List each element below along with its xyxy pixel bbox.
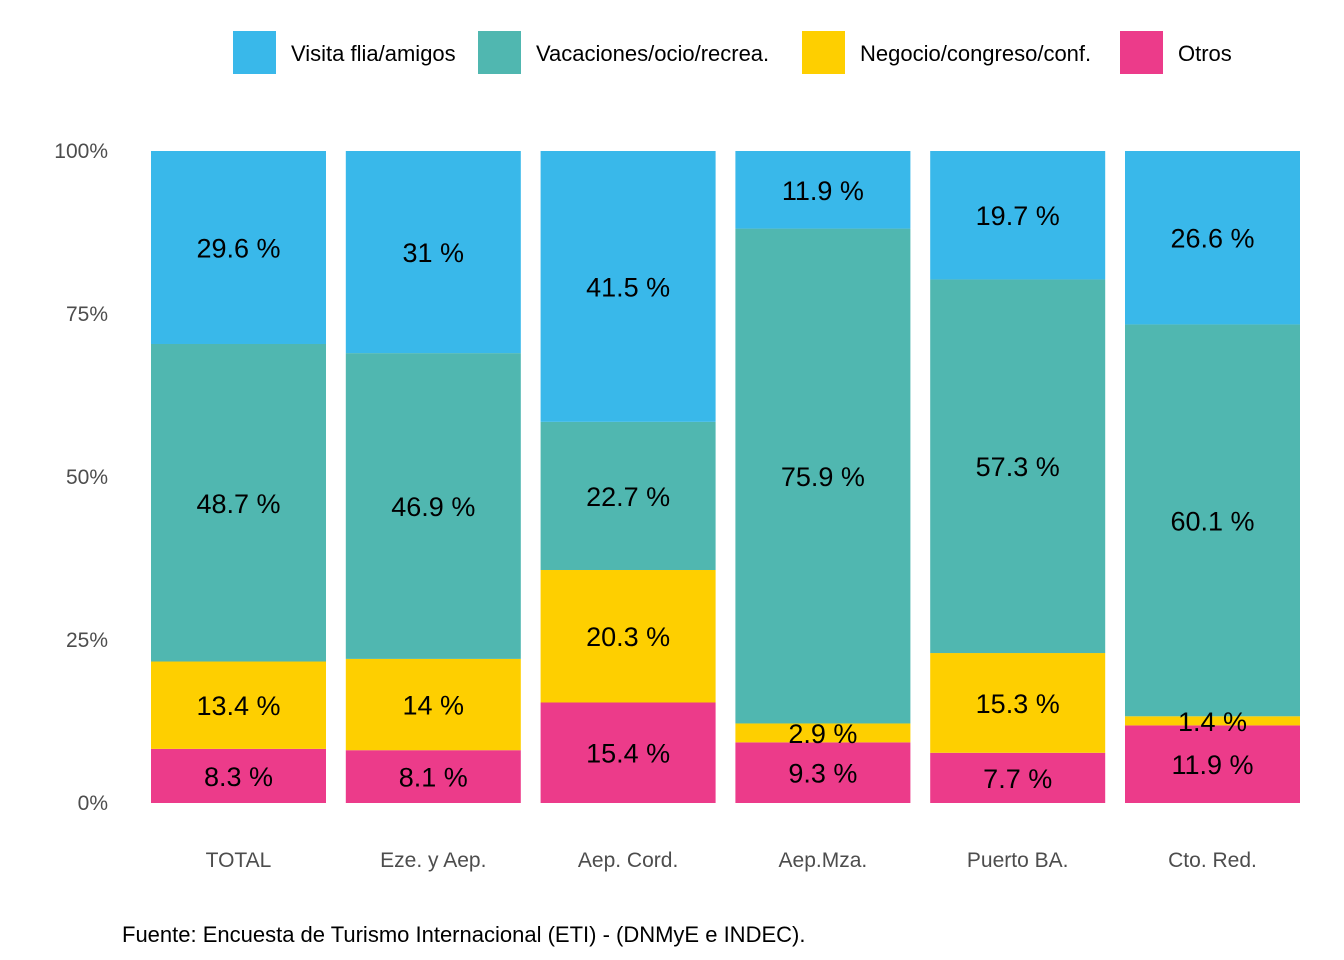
bar-segment <box>345 151 521 354</box>
data-label: 48.7 % <box>196 489 280 519</box>
bar-segment <box>151 661 326 749</box>
data-label: 22.7 % <box>586 482 670 512</box>
data-label: 57.3 % <box>976 452 1060 482</box>
legend-key-3 <box>1120 31 1163 74</box>
bar-segment <box>540 702 716 803</box>
bar-segment <box>345 353 521 659</box>
y-tick-label: 100% <box>54 140 108 163</box>
bar-segment <box>930 653 1106 753</box>
data-label: 75.9 % <box>781 462 865 492</box>
legend-key-2 <box>802 31 845 74</box>
bar-segment <box>151 151 326 344</box>
data-label: 8.1 % <box>399 763 468 793</box>
data-label: 20.3 % <box>586 622 670 652</box>
x-tick-label: Cto. Red. <box>1168 849 1257 872</box>
source-note: Fuente: Encuesta de Turismo Internaciona… <box>122 922 805 947</box>
bar-segment <box>151 748 326 803</box>
data-label: 14 % <box>403 691 465 721</box>
bar-segment <box>1125 716 1300 726</box>
x-tick-label: Eze. y Aep. <box>380 849 486 872</box>
legend: Visita flia/amigos Vacaciones/ocio/recrea… <box>233 31 1232 74</box>
data-label: 15.3 % <box>976 689 1060 719</box>
data-label: 60.1 % <box>1170 506 1254 536</box>
legend-label-3: Otros <box>1178 41 1232 66</box>
bar-segment <box>930 752 1106 803</box>
data-label: 1.4 % <box>1178 707 1247 737</box>
data-label: 11.9 % <box>1171 750 1253 780</box>
x-axis: TOTAL Eze. y Aep. Aep. Cord. Aep.Mza. Puerto… <box>206 849 1257 872</box>
x-tick-label: Puerto BA. <box>967 849 1069 872</box>
bar-segment <box>540 151 716 422</box>
data-label: 11.9 % <box>782 176 864 206</box>
data-label: 41.5 % <box>586 272 670 302</box>
data-label: 8.3 % <box>204 762 273 792</box>
bar-segment <box>1125 324 1300 717</box>
data-label: 26.6 % <box>1170 224 1254 254</box>
data-label: 7.7 % <box>983 764 1052 794</box>
data-label: 13.4 % <box>196 691 280 721</box>
legend-key-0 <box>233 31 276 74</box>
data-label: 9.3 % <box>788 759 857 789</box>
y-axis: 0% 25% 50% 75% 100% <box>54 140 108 815</box>
bar-segment <box>735 742 911 803</box>
y-tick-label: 0% <box>78 792 108 815</box>
bar-segment <box>540 570 716 703</box>
bar-segment <box>735 228 911 724</box>
bar-segment <box>540 421 716 571</box>
x-tick-label: Aep. Cord. <box>578 849 678 872</box>
legend-key-1 <box>478 31 521 74</box>
x-tick-label: TOTAL <box>206 849 272 872</box>
data-label: 19.7 % <box>976 201 1060 231</box>
legend-label-0: Visita flia/amigos <box>291 41 456 66</box>
y-tick-label: 75% <box>66 303 108 326</box>
y-tick-label: 50% <box>66 466 108 489</box>
bar-segment <box>735 723 911 743</box>
legend-label-1: Vacaciones/ocio/recrea. <box>536 41 769 66</box>
bar-segment <box>930 279 1106 654</box>
bar-segment <box>930 151 1106 280</box>
data-label: 31 % <box>403 238 465 268</box>
bar-segment <box>1125 725 1300 803</box>
bar-segment <box>345 658 521 751</box>
bars: 8.3 % 13.4 % 48.7 % 29.6 % 8.1 % 14 % 46.9 % 31… <box>151 151 1300 803</box>
bar-segment <box>735 151 911 229</box>
y-tick-label: 25% <box>66 629 108 652</box>
data-label: 2.9 % <box>788 719 857 749</box>
bar-segment <box>1125 151 1300 325</box>
bar-segment <box>345 750 521 803</box>
data-label: 15.4 % <box>586 739 670 769</box>
legend-label-2: Negocio/congreso/conf. <box>860 41 1091 66</box>
data-label: 46.9 % <box>391 492 475 522</box>
x-tick-label: Aep.Mza. <box>779 849 868 872</box>
data-label: 29.6 % <box>196 233 280 263</box>
bar-segment <box>151 343 326 662</box>
